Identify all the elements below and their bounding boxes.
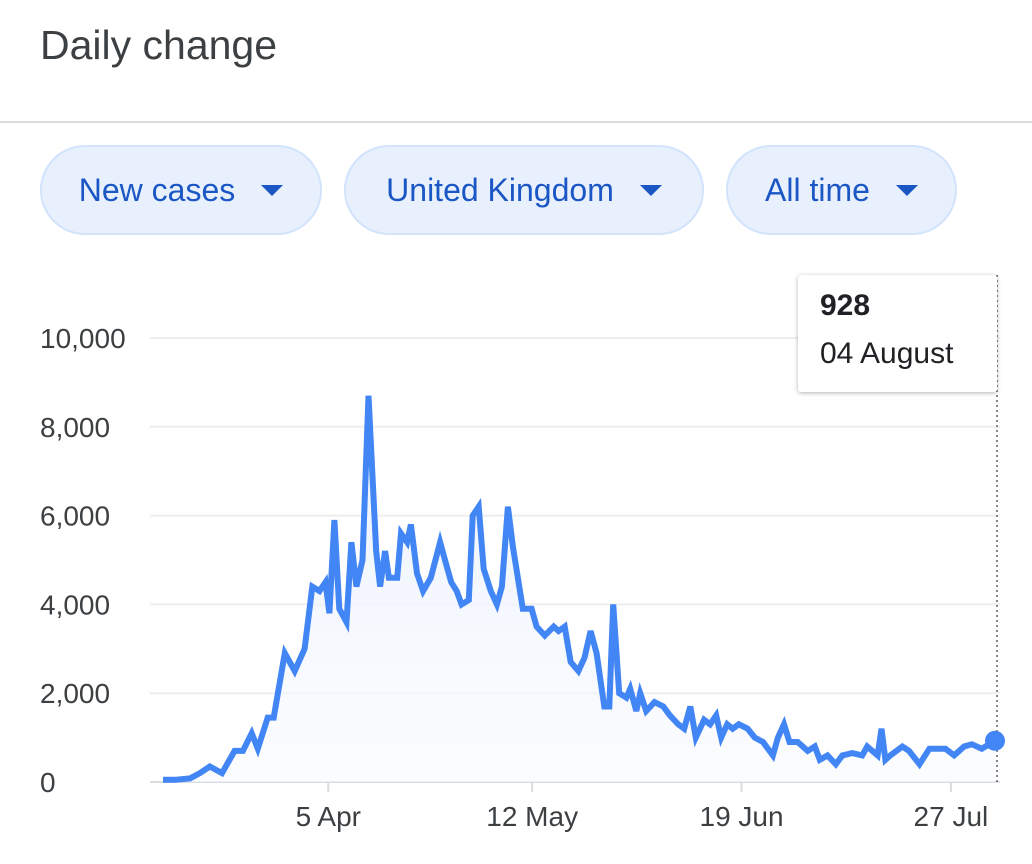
y-tick-label: 6,000 [40, 501, 110, 532]
metric-filter-chip[interactable]: New cases [40, 145, 322, 235]
time-range-filter-chip[interactable]: All time [726, 145, 957, 235]
caret-down-icon [261, 184, 284, 196]
x-tick-label: 12 May [486, 801, 578, 832]
chip-label: All time [765, 171, 870, 208]
y-tick-label: 2,000 [40, 678, 110, 709]
chip-label: New cases [78, 171, 236, 208]
divider [0, 121, 1032, 123]
area-fill [163, 395, 995, 782]
x-tick-label: 5 Apr [296, 801, 361, 832]
x-tick-label: 19 Jun [700, 801, 784, 832]
caret-down-icon [639, 184, 662, 196]
y-tick-label: 10,000 [40, 323, 126, 354]
series-line [163, 395, 997, 783]
location-filter-chip[interactable]: United Kingdom [344, 145, 704, 235]
y-tick-label: 0 [40, 767, 56, 798]
caret-down-icon [895, 184, 918, 196]
chip-label: United Kingdom [386, 171, 614, 208]
page-title: Daily change [40, 22, 278, 68]
tooltip-value: 928 [820, 289, 871, 322]
tooltip-date: 04 August [820, 337, 954, 370]
y-tick-label: 4,000 [40, 589, 110, 620]
highlight-point[interactable] [985, 730, 1005, 751]
x-tick-label: 27 Jul [914, 801, 989, 832]
tooltip: 928 04 August [798, 275, 997, 392]
y-tick-label: 8,000 [40, 412, 110, 443]
